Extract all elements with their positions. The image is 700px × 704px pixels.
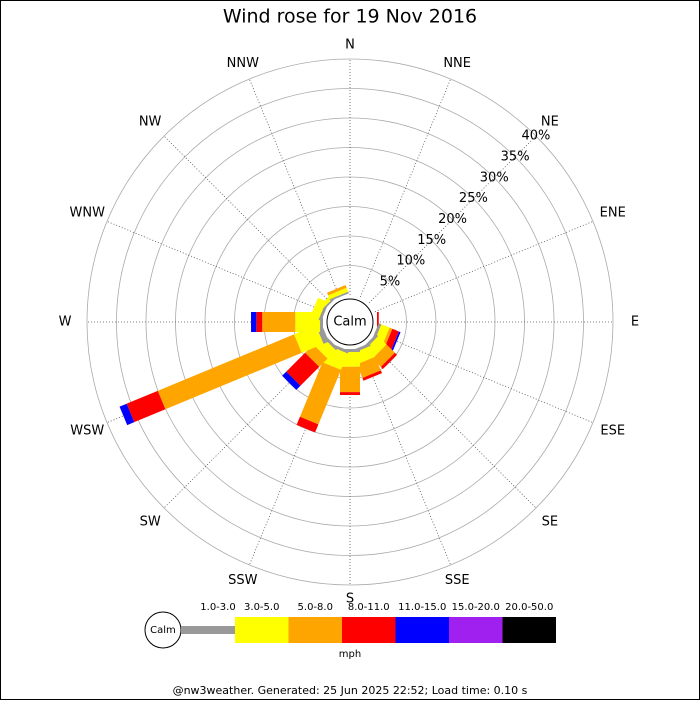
- footer: @nw3weather. Generated: 25 Jun 2025 22:5…: [173, 684, 528, 697]
- direction-label: SE: [542, 514, 558, 529]
- spoke: [368, 135, 537, 304]
- direction-label: SSW: [228, 573, 258, 588]
- direction-label: SW: [140, 514, 161, 529]
- legend-swatch: [288, 617, 342, 643]
- legend-label: 20.0-50.0: [505, 602, 553, 613]
- legend-label: 11.0-15.0: [398, 602, 446, 613]
- legend-swatch: [235, 617, 289, 643]
- bar-segment: [299, 362, 342, 425]
- legend-swatch: [502, 617, 556, 643]
- bar-segment: [305, 344, 328, 367]
- spoke: [163, 135, 332, 304]
- bar-segment: [119, 403, 135, 426]
- spoke: [106, 220, 326, 313]
- direction-label: NE: [541, 115, 559, 130]
- bar-segment: [157, 334, 302, 410]
- bar-segment: [382, 327, 393, 348]
- bar-segment: [328, 287, 349, 300]
- spoke: [359, 346, 452, 566]
- r-tick-label: 15%: [417, 233, 446, 248]
- bar-segment: [126, 390, 166, 423]
- bar-segment: [286, 352, 320, 386]
- legend-swatch: [181, 626, 235, 634]
- bar-segment: [282, 371, 301, 390]
- legend-label: 8.0-11.0: [348, 602, 390, 613]
- legend-label: 15.0-20.0: [452, 602, 500, 613]
- bar-segment: [256, 312, 263, 332]
- spoke: [374, 220, 594, 313]
- legend-calm-label: Calm: [150, 625, 176, 636]
- direction-label: S: [346, 592, 354, 607]
- spoke: [248, 78, 341, 298]
- ring: [116, 88, 584, 556]
- direction-label: WSW: [70, 423, 104, 438]
- legend-swatch: [395, 617, 449, 643]
- bar-segment: [356, 356, 381, 379]
- bar-segment: [391, 331, 401, 351]
- bar-segment: [327, 285, 347, 296]
- direction-label: N: [345, 38, 355, 53]
- bar-segment: [380, 352, 398, 370]
- legend-label: 1.0-3.0: [200, 602, 235, 613]
- direction-label: SSE: [445, 573, 470, 588]
- calm-label: Calm: [333, 315, 366, 330]
- r-tick-label: 5%: [380, 275, 401, 290]
- direction-label: NNE: [443, 56, 471, 71]
- r-tick-label: 35%: [501, 149, 530, 164]
- legend-label: 3.0-5.0: [244, 602, 279, 613]
- bar-segment: [329, 291, 349, 301]
- direction-label: E: [631, 315, 639, 330]
- bar-segment: [251, 312, 257, 332]
- bar-segment: [372, 344, 395, 367]
- direction-label: NW: [139, 115, 162, 130]
- bar-segment: [293, 325, 324, 353]
- chart-title: Wind rose for 19 Nov 2016: [223, 6, 477, 28]
- r-tick-label: 40%: [522, 129, 551, 144]
- direction-label: WNW: [70, 206, 106, 221]
- bar-segment: [340, 366, 360, 393]
- legend-swatch: [342, 617, 396, 643]
- direction-label: NNW: [227, 56, 259, 71]
- bar-segment: [362, 370, 382, 381]
- spoke: [359, 78, 452, 298]
- ring: [86, 58, 614, 586]
- bar-segment: [340, 392, 360, 396]
- spoke: [368, 340, 537, 509]
- r-tick-label: 10%: [396, 254, 425, 269]
- unit-label: mph: [339, 649, 361, 660]
- legend-label: 5.0-8.0: [298, 602, 333, 613]
- direction-label: W: [59, 315, 72, 330]
- direction-label: ESE: [600, 423, 625, 438]
- ring: [234, 206, 466, 438]
- legend-swatch: [449, 617, 503, 643]
- bar-segment: [384, 328, 399, 350]
- direction-label: ENE: [600, 206, 626, 221]
- spoke: [374, 331, 594, 424]
- calm-circle: [326, 298, 374, 346]
- bar-segment: [262, 312, 296, 332]
- bar-segment: [296, 416, 319, 433]
